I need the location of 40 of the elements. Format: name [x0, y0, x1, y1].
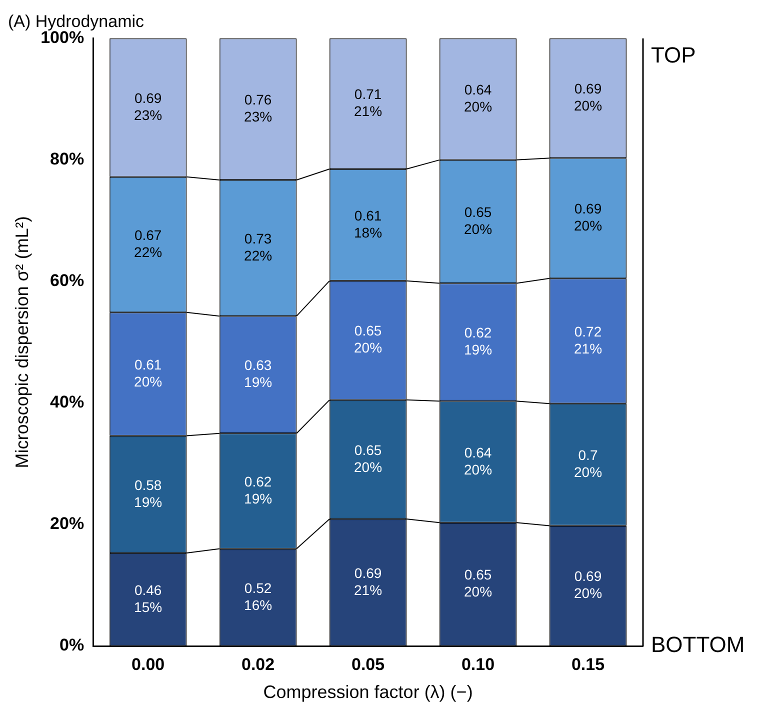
- data-label: 0.61 20%: [134, 356, 162, 390]
- data-label: 0.64 20%: [464, 82, 492, 115]
- data-label: 0.7 20%: [574, 446, 602, 480]
- x-axis-title: Compression factor (λ) (−): [263, 682, 473, 702]
- text: BOTTOM: [651, 632, 745, 658]
- data-label: 0.67 22%: [134, 227, 162, 260]
- data-label: 0.63 19%: [244, 357, 272, 390]
- data-label: 0.65 20%: [354, 442, 382, 475]
- data-label: 0.62 19%: [244, 473, 272, 506]
- data-label: 0.65 20%: [464, 204, 492, 237]
- data-label: 0.62 19%: [464, 324, 492, 358]
- y-tick-label: 0%: [60, 636, 84, 655]
- data-label: 0.71 21%: [354, 86, 382, 120]
- y-tick-label: 60%: [50, 271, 84, 290]
- data-label: 0.61 18%: [354, 207, 382, 240]
- y-tick-label: 40%: [50, 392, 84, 412]
- data-label: 0.65 20%: [464, 566, 492, 600]
- data-label: 0.58 19%: [134, 476, 162, 510]
- chart-title: (A) Hydrodynamic: [8, 12, 145, 31]
- data-label: 0.65 20%: [354, 322, 382, 356]
- data-label: 0.46 15%: [134, 582, 162, 615]
- x-tick-label: 0.05: [351, 654, 385, 674]
- text: TOP: [651, 42, 696, 68]
- y-tick-label: 80%: [50, 150, 84, 169]
- x-tick-label: 0.15: [571, 654, 605, 674]
- x-tick-label: 0.00: [132, 654, 165, 674]
- y-axis-title: Microscopic dispersion σ² (mL²): [12, 216, 32, 468]
- data-label: 0.69 23%: [134, 90, 162, 124]
- data-label: 0.69 20%: [574, 568, 602, 602]
- data-label: 0.72 21%: [574, 323, 602, 356]
- data-label: 0.52 16%: [244, 580, 272, 613]
- x-tick-label: 0.02: [242, 654, 275, 674]
- data-label: 0.69 20%: [574, 80, 602, 114]
- data-label: 0.69 21%: [354, 564, 382, 598]
- y-tick-label: 20%: [50, 514, 84, 534]
- data-label: 0.76 23%: [244, 92, 272, 125]
- x-tick-label: 0.10: [461, 654, 495, 674]
- data-label: 0.64 20%: [464, 444, 492, 478]
- data-label: 0.69 20%: [574, 200, 602, 234]
- data-label: 0.73 22%: [244, 230, 272, 264]
